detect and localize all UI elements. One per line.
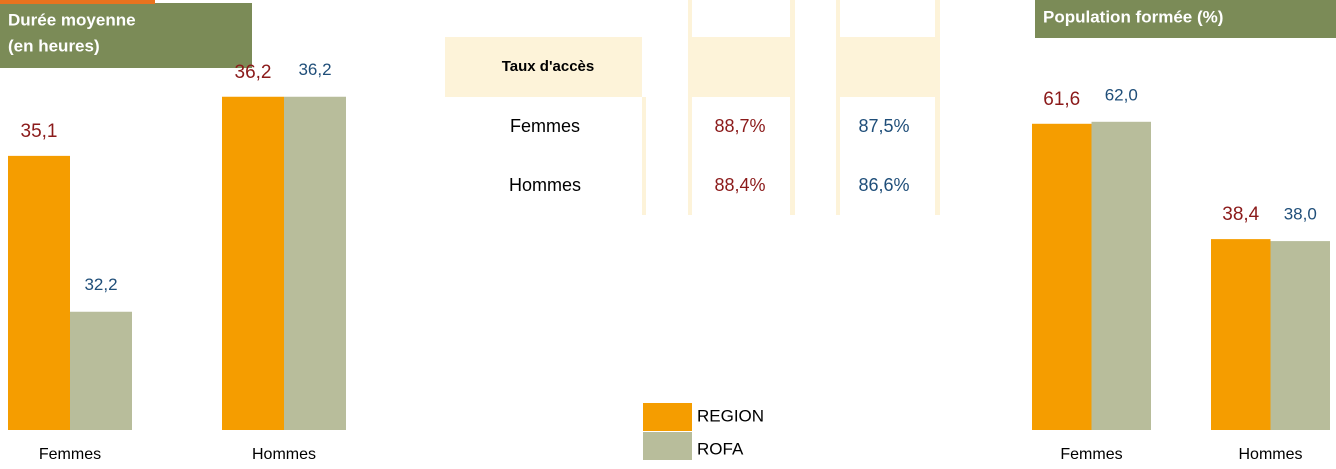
legend-swatch [643, 403, 692, 431]
bar [1032, 123, 1092, 431]
x-tick-label: Femmes [1060, 446, 1122, 463]
table-cell: Hommes [509, 175, 581, 195]
data-label: 38,0 [1284, 205, 1317, 224]
table-cell: 88,4% [714, 175, 765, 195]
bar [284, 96, 346, 430]
table-cell: 86,6% [858, 175, 909, 195]
data-label: 35,1 [21, 121, 58, 142]
legend-label: REGION [697, 406, 764, 425]
bar [1270, 241, 1330, 430]
title-box [1035, 0, 1336, 38]
table-header: Taux d'accès [502, 58, 595, 75]
x-tick-label: Hommes [1238, 446, 1302, 463]
chart-title: Population formée (%) [1043, 7, 1223, 26]
data-label: 38,4 [1222, 204, 1259, 225]
chart-title: Durée moyenne [8, 10, 136, 29]
legend-swatch [643, 432, 692, 460]
title-box [0, 3, 252, 68]
x-tick-label: Femmes [39, 446, 101, 463]
data-label: 36,2 [298, 60, 331, 79]
data-label: 36,2 [235, 62, 272, 83]
bar [70, 311, 132, 430]
legend-label: ROFA [697, 439, 744, 458]
data-label: 61,6 [1043, 89, 1080, 110]
bar [222, 96, 284, 430]
data-label: 62,0 [1105, 85, 1138, 104]
bar [1211, 239, 1271, 430]
table-cell: 88,7% [714, 116, 765, 136]
chart-title: (en heures) [8, 36, 100, 55]
bar [8, 155, 70, 430]
title-strip [0, 0, 155, 4]
bar [1091, 121, 1151, 431]
table-cell: 87,5% [858, 116, 909, 136]
table-frame [445, 0, 940, 215]
table-cell: Femmes [510, 116, 580, 136]
x-tick-label: Hommes [252, 446, 316, 463]
data-label: 32,2 [84, 275, 117, 294]
